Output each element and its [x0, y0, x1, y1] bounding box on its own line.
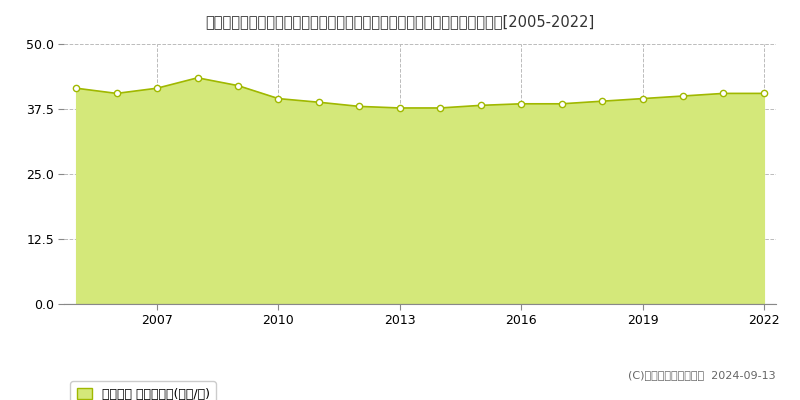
Text: (C)土地価格ドットコム  2024-09-13: (C)土地価格ドットコム 2024-09-13: [628, 370, 776, 380]
Text: 東京都西多摩郡瑞穂町大字笥根ケ崎字狭山２９５番４　地価公示　地価推移[2005-2022]: 東京都西多摩郡瑞穂町大字笥根ケ崎字狭山２９５番４ 地価公示 地価推移[2005-…: [206, 14, 594, 29]
Legend: 地価公示 平均坪単価(万円/坪): 地価公示 平均坪単価(万円/坪): [70, 382, 216, 400]
